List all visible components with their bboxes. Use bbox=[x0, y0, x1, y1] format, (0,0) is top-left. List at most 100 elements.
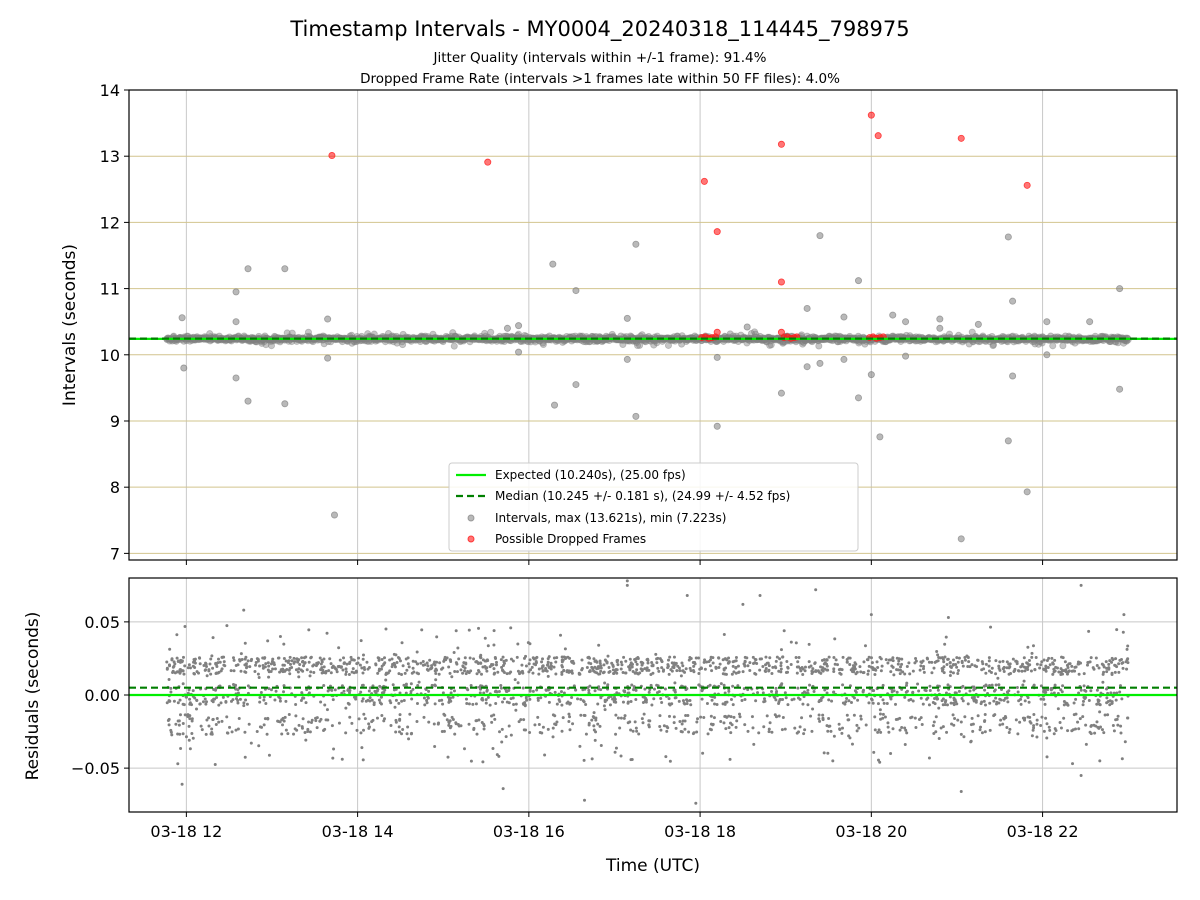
residual-point bbox=[691, 669, 695, 673]
residual-point bbox=[879, 730, 883, 734]
residual-point bbox=[970, 716, 974, 720]
residual-point bbox=[945, 703, 949, 707]
residual-point bbox=[499, 658, 503, 662]
residual-point bbox=[730, 723, 734, 727]
residual-point bbox=[215, 695, 219, 699]
residual-point bbox=[1120, 757, 1124, 761]
residual-point bbox=[278, 699, 282, 703]
residual-point bbox=[191, 689, 195, 693]
residual-point bbox=[454, 721, 458, 725]
residual-point bbox=[761, 664, 765, 668]
residual-point bbox=[961, 664, 965, 668]
dropped-frame-0 bbox=[328, 152, 336, 160]
residual-point bbox=[729, 715, 733, 719]
residual-point bbox=[323, 703, 327, 707]
residual-point bbox=[384, 627, 388, 631]
residual-point bbox=[1006, 700, 1010, 704]
residual-point bbox=[993, 688, 997, 692]
residual-point bbox=[628, 668, 632, 672]
residual-point bbox=[407, 737, 411, 741]
residual-point bbox=[198, 702, 202, 706]
residual-point bbox=[751, 726, 755, 730]
residual-point bbox=[846, 718, 850, 722]
residual-point bbox=[670, 669, 674, 673]
residual-point bbox=[1045, 755, 1049, 759]
residual-point bbox=[423, 703, 427, 707]
residual-point bbox=[309, 670, 313, 674]
residual-point bbox=[586, 656, 590, 660]
residual-point bbox=[190, 703, 194, 707]
residual-point bbox=[677, 666, 681, 670]
residual-point bbox=[1042, 729, 1046, 733]
residual-point bbox=[592, 716, 596, 720]
residual-point bbox=[294, 714, 298, 718]
residual-point bbox=[467, 628, 471, 632]
residual-point bbox=[176, 701, 180, 705]
residual-point bbox=[397, 701, 401, 705]
residual-point bbox=[656, 666, 660, 670]
residual-point bbox=[546, 663, 550, 667]
residual-point bbox=[588, 669, 592, 673]
residual-point bbox=[990, 666, 994, 670]
residual-point bbox=[1084, 723, 1088, 727]
residual-point bbox=[998, 668, 1002, 672]
residual-outlier-7 bbox=[625, 579, 629, 583]
residual-point bbox=[814, 669, 818, 673]
residual-point bbox=[718, 662, 722, 666]
residual-point bbox=[722, 683, 726, 687]
residual-point bbox=[619, 754, 623, 758]
residual-point bbox=[509, 733, 513, 737]
residual-point bbox=[528, 689, 532, 693]
residual-point bbox=[1126, 644, 1130, 648]
residual-point bbox=[936, 659, 940, 663]
residual-point bbox=[245, 702, 249, 706]
interval-outlier-21 bbox=[632, 240, 640, 248]
residual-point bbox=[594, 659, 598, 663]
residual-point bbox=[392, 652, 396, 656]
residual-point bbox=[701, 751, 705, 755]
intervals-y-axis-label: Intervals (seconds) bbox=[60, 244, 80, 406]
residual-point bbox=[953, 716, 957, 720]
residual-point bbox=[560, 703, 564, 707]
residual-point bbox=[852, 696, 856, 700]
residual-point bbox=[820, 668, 824, 672]
residual-point bbox=[576, 697, 580, 701]
residual-point bbox=[752, 742, 756, 746]
residual-point bbox=[820, 658, 824, 662]
interval-point bbox=[650, 341, 658, 349]
residual-point bbox=[282, 719, 286, 723]
residual-point bbox=[889, 670, 893, 674]
residual-point bbox=[675, 669, 679, 673]
residual-point bbox=[817, 713, 821, 717]
residual-point bbox=[1118, 690, 1122, 694]
residual-point bbox=[629, 699, 633, 703]
residual-point bbox=[809, 714, 813, 718]
residual-point bbox=[667, 697, 671, 701]
legend-dropped-label: Possible Dropped Frames bbox=[495, 532, 646, 546]
residual-point bbox=[501, 700, 505, 704]
residual-point bbox=[191, 736, 195, 740]
residual-point bbox=[340, 757, 344, 761]
residual-point bbox=[405, 668, 409, 672]
residual-point bbox=[886, 725, 890, 729]
interval-outlier-0 bbox=[178, 314, 186, 322]
residual-point bbox=[229, 669, 233, 673]
residual-point bbox=[342, 656, 346, 660]
residual-point bbox=[596, 702, 600, 706]
residual-point bbox=[593, 738, 597, 742]
residual-point bbox=[524, 664, 528, 668]
residual-point bbox=[672, 721, 676, 725]
residual-point bbox=[217, 720, 221, 724]
interval-point bbox=[304, 328, 312, 336]
residual-point bbox=[287, 713, 291, 717]
residual-point bbox=[898, 728, 902, 732]
residual-point bbox=[629, 758, 633, 762]
residual-point bbox=[362, 728, 366, 732]
residual-point bbox=[870, 661, 874, 665]
interval-outlier-37 bbox=[889, 311, 897, 319]
residual-point bbox=[1119, 731, 1123, 735]
residual-point bbox=[300, 656, 304, 660]
residual-point bbox=[729, 698, 733, 701]
residual-point bbox=[300, 726, 304, 730]
